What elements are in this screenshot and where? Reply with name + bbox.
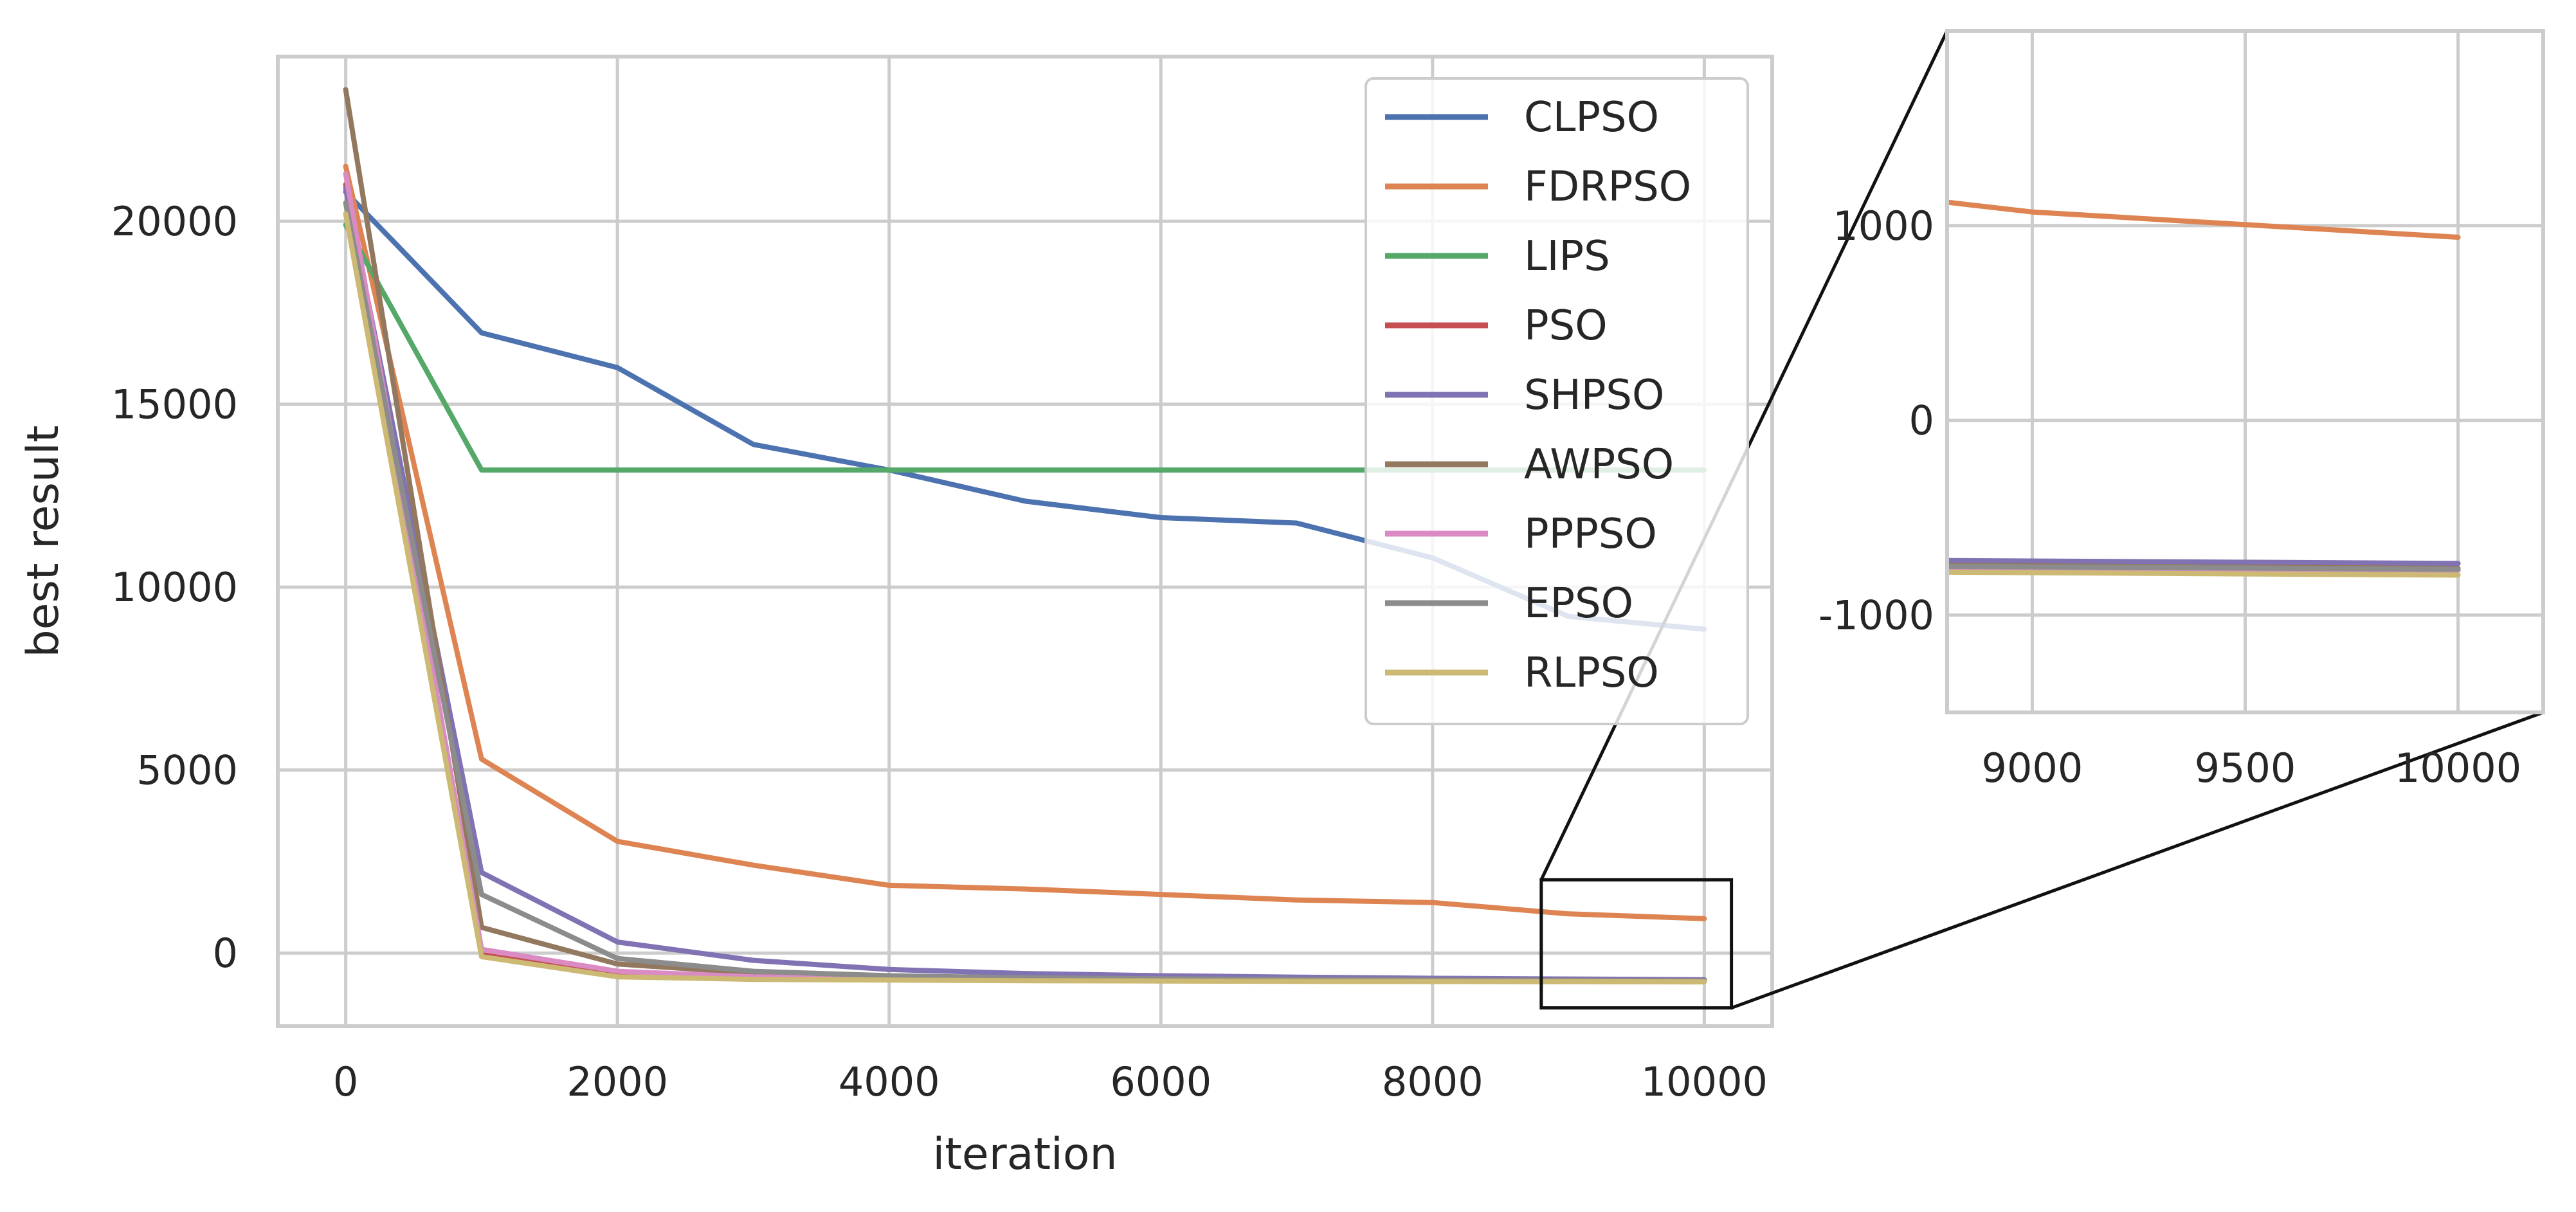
main-y-tick-label: 5000 (136, 747, 238, 794)
inset-plot-frame (1945, 29, 2545, 714)
main-y-tick-label: 10000 (111, 564, 238, 611)
inset-series-line-fdrpso (1947, 199, 2461, 240)
inset-series-line-shpso (1947, 557, 2461, 566)
main-x-tick-label: 10000 (1641, 1058, 1768, 1105)
y-axis-label: best result (18, 425, 69, 657)
legend-label-rlpso: RLPSO (1524, 649, 1659, 697)
main-y-tick-labels: 0 5000 10000 15000 20000 (111, 198, 238, 977)
zoom-box (1539, 878, 1734, 1010)
inset-series (1947, 199, 2461, 578)
inset-plot: 9000 9500 10000 -1000 0 1000 (1819, 29, 2545, 791)
legend: CLPSO FDRPSO LIPS PSO SHPSO AWPSO PPPSO EPSO RLP… (1365, 77, 1749, 725)
main-x-tick-label: 4000 (839, 1058, 940, 1105)
inset-series-line-epso (1947, 563, 2461, 572)
inset-y-tick-label: 1000 (1833, 203, 1934, 249)
inset-series-line-rlpso (1947, 569, 2461, 578)
legend-label-lips: LIPS (1524, 233, 1610, 280)
main-x-tick-label: 8000 (1382, 1058, 1483, 1105)
legend-label-shpso: SHPSO (1524, 372, 1664, 419)
main-x-tick-label: 6000 (1110, 1058, 1211, 1105)
main-y-tick-label: 20000 (111, 198, 238, 245)
inset-y-tick-labels: -1000 0 1000 (1819, 203, 1934, 639)
legend-label-clpso: CLPSO (1524, 94, 1659, 141)
main-x-tick-label: 0 (333, 1058, 358, 1105)
inset-x-tick-label: 9000 (1982, 745, 2083, 791)
inset-x-tick-labels: 9000 9500 10000 (1982, 745, 2522, 791)
series-line-rlpso (343, 211, 1707, 985)
legend-label-pppso: PPPSO (1524, 511, 1657, 558)
series-line-fdrpso (343, 163, 1707, 921)
legend-box (1365, 77, 1749, 725)
inset-y-tick-label: -1000 (1819, 592, 1934, 639)
main-plot-frame (276, 55, 1774, 1028)
legend-label-awpso: AWPSO (1524, 441, 1674, 489)
inset-x-tick-label: 9500 (2195, 745, 2296, 791)
x-axis-label: iteration (932, 1129, 1117, 1180)
zoom-connector-bottom (1730, 710, 2544, 1009)
main-y-tick-label: 15000 (111, 381, 238, 428)
inset-x-tick-label: 10000 (2395, 745, 2521, 791)
legend-label-fdrpso: FDRPSO (1524, 163, 1691, 211)
legend-label-pso: PSO (1524, 302, 1608, 350)
inset-y-tick-label: 0 (1909, 397, 1934, 444)
main-x-tick-labels: 0 2000 4000 6000 8000 10000 (333, 1058, 1768, 1105)
main-x-tick-label: 2000 (567, 1058, 668, 1105)
main-y-tick-label: 0 (213, 930, 238, 977)
legend-label-epso: EPSO (1524, 580, 1633, 628)
